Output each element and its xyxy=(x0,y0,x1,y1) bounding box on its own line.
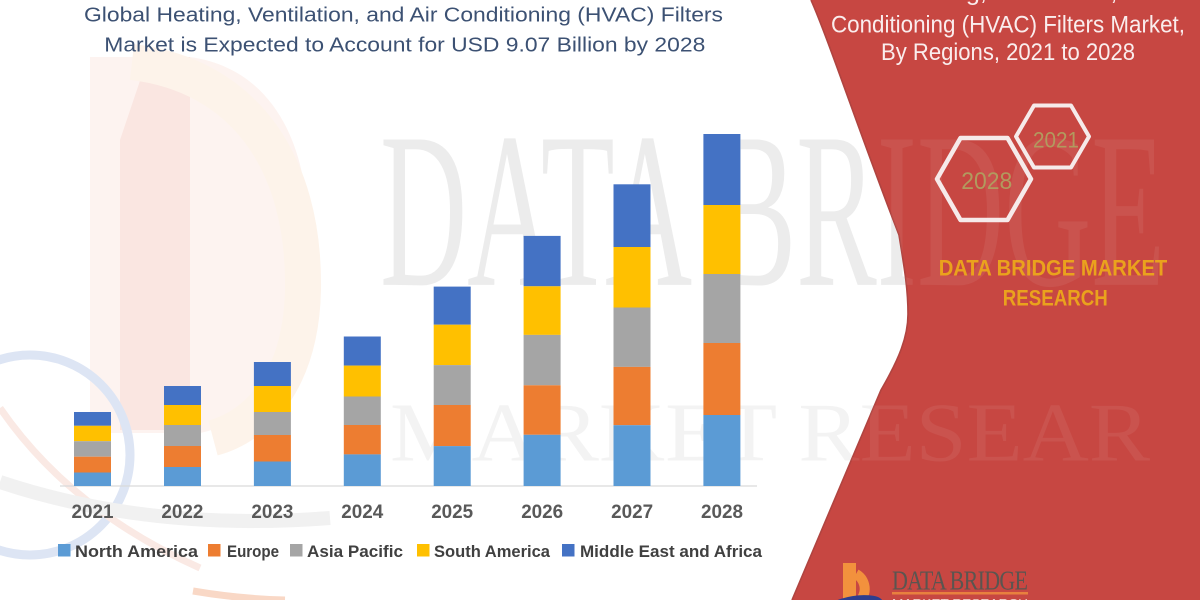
svg-text:Middle East and Africa: Middle East and Africa xyxy=(580,542,763,561)
svg-text:North America: North America xyxy=(75,542,199,561)
svg-text:2021: 2021 xyxy=(1033,128,1079,153)
svg-text:Asia Pacific: Asia Pacific xyxy=(307,542,403,561)
svg-text:2026: 2026 xyxy=(521,501,563,523)
svg-text:2021: 2021 xyxy=(72,501,114,523)
svg-text:2024: 2024 xyxy=(341,501,383,523)
svg-text:By Regions, 2021 to 2028: By Regions, 2021 to 2028 xyxy=(881,39,1135,66)
svg-text:Global Heating, Ventilation, a: Global Heating, Ventilation, and Air xyxy=(813,0,1200,6)
svg-text:South America: South America xyxy=(434,542,551,561)
svg-text:Market is Expected to Account: Market is Expected to Account for USD 9.… xyxy=(104,34,705,56)
svg-text:Europe: Europe xyxy=(227,542,279,561)
svg-text:Global Heating, Ventilation, a: Global Heating, Ventilation, and Air Con… xyxy=(84,4,723,26)
svg-text:MARKET RESEARCH: MARKET RESEARCH xyxy=(892,598,1028,600)
svg-text:2022: 2022 xyxy=(161,501,203,523)
svg-text:2023: 2023 xyxy=(251,501,293,523)
svg-text:2027: 2027 xyxy=(611,501,653,523)
svg-text:Conditioning (HVAC) Filters Ma: Conditioning (HVAC) Filters Market, xyxy=(831,11,1185,38)
svg-text:2025: 2025 xyxy=(431,501,473,523)
svg-text:DATA BRIDGE MARKET: DATA BRIDGE MARKET xyxy=(939,255,1168,280)
svg-text:DATA BRIDGE: DATA BRIDGE xyxy=(892,566,1028,596)
svg-text:RESEARCH: RESEARCH xyxy=(1003,286,1108,311)
svg-text:2028: 2028 xyxy=(961,168,1012,195)
svg-text:2028: 2028 xyxy=(701,501,743,523)
